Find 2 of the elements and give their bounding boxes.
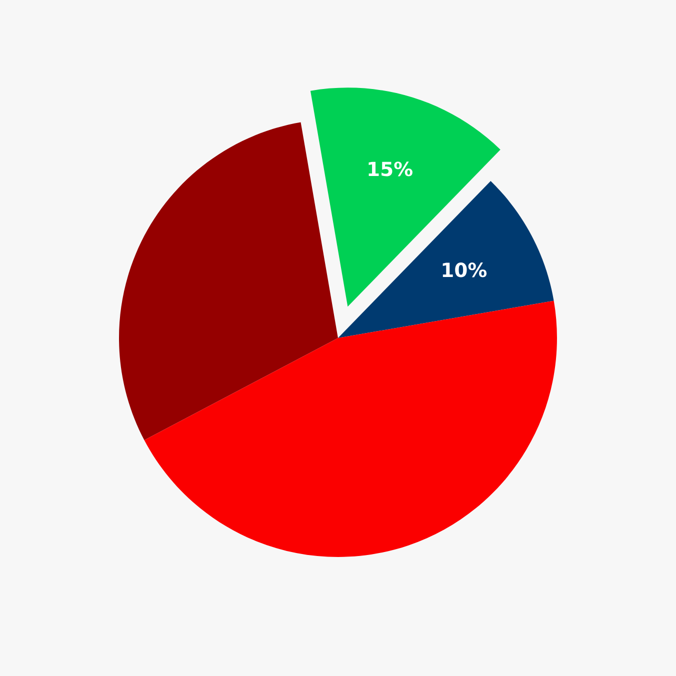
data-label: 10% [442, 262, 487, 278]
data-label: 15% [368, 162, 412, 176]
